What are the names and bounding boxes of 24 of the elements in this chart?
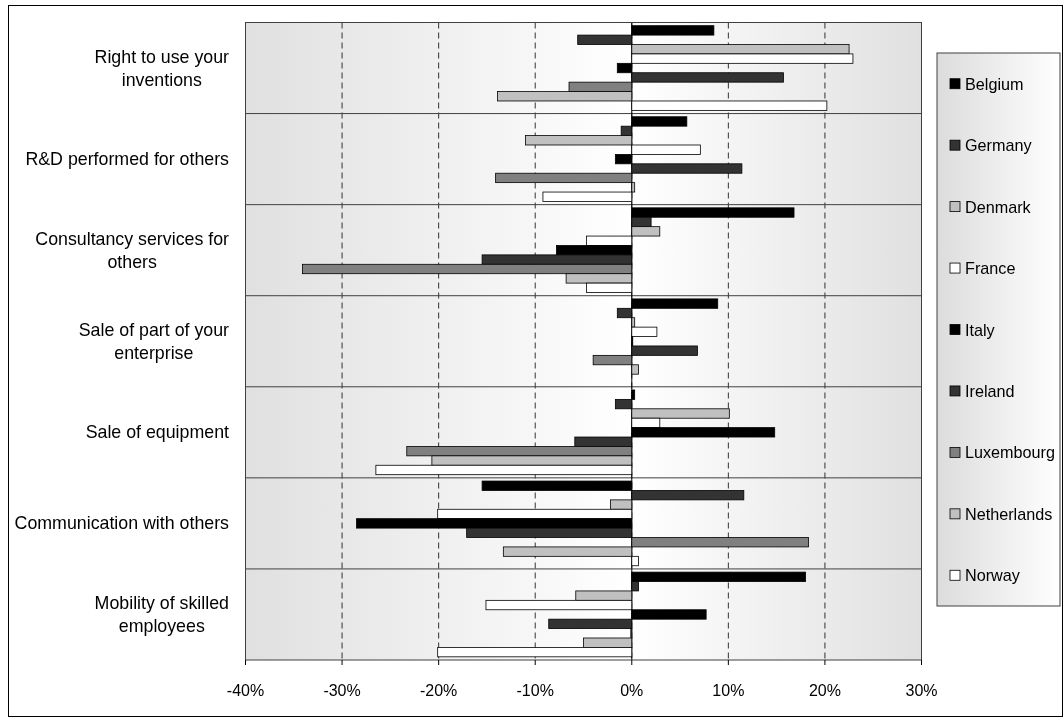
legend-label: Italy [965,320,996,339]
legend-label: Norway [965,566,1021,585]
y-tick-label: Sale of equipment [85,422,230,443]
y-tick-label: Sale of part of your enterprise [78,319,230,363]
y-tick-label: Communication with others [14,513,230,534]
x-tick-label: 30% [905,682,938,699]
legend-label: Netherlands [965,504,1053,523]
legend-label: Germany [965,136,1033,155]
legend-label: Luxembourg [965,443,1055,462]
x-tick-label: 10% [712,682,745,699]
legend-label: Belgium [965,74,1024,93]
x-tick-label: -10% [516,682,554,699]
legend-label: France [965,259,1016,278]
y-tick-label: Mobility of skilled employees [94,592,230,636]
x-tick-label: -20% [419,682,458,699]
y-tick-label: Consultancy services for others [35,228,230,272]
legend-label: Ireland [965,381,1015,400]
x-tick-label: -40% [226,682,265,699]
x-tick-label: 20% [808,682,841,699]
x-tick-label: -30% [323,682,361,699]
legend-label: Denmark [965,197,1032,216]
y-tick-label: Right to use your inventions [94,46,230,90]
y-tick-label: R&D performed for others [25,149,230,170]
x-tick-label: 0% [620,682,644,699]
